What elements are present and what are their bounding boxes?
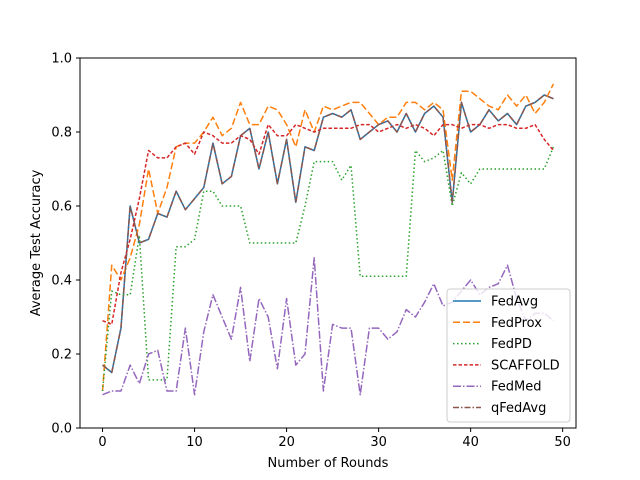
y-tick-label: 0.2 [51,348,72,363]
series-line-fedmed [102,257,554,396]
legend-label: FedAvg [491,295,538,310]
legend-label: qFedAvg [491,401,546,416]
x-tick-label: 0 [98,435,106,450]
legend-entry: FedMed [453,380,541,395]
y-tick-label: 1.0 [51,52,72,67]
series-line-fedpd [101,146,555,392]
x-tick-label: 20 [278,435,295,450]
legend-label: FedProx [491,316,542,331]
series-line-fedprox [101,83,555,392]
legend-entry: qFedAvg [453,401,546,416]
legend-label: FedPD [491,337,532,352]
legend-entry: FedProx [453,316,542,331]
y-axis-ticks: 0.0 0.2 0.4 0.6 0.8 1.0 [51,52,80,437]
legend-entry: FedPD [453,337,532,352]
legend-label: FedMed [491,380,541,395]
series-line-scaffold [102,123,555,326]
legend-label: SCAFFOLD [491,358,560,373]
x-tick-label: 10 [186,435,203,450]
x-axis-ticks: 0 10 20 30 40 50 [98,428,571,450]
axes-spines [79,57,577,429]
y-tick-label: 0.6 [51,200,72,215]
x-tick-label: 50 [554,435,571,450]
y-tick-label: 0.0 [51,422,72,437]
axes-frame [79,57,577,429]
x-tick-label: 40 [462,435,479,450]
series-lines [101,83,555,396]
y-tick-label: 0.4 [51,274,72,289]
series-line-qfedavg [102,94,554,374]
y-tick-label: 0.8 [51,126,72,141]
legend-entry: FedAvg [453,295,538,310]
legend: FedAvg FedProx FedPD SCAFFOLD FedMed qFedAvg [446,288,571,423]
legend-entry: SCAFFOLD [453,358,560,373]
x-tick-label: 30 [370,435,387,450]
x-axis-label: Number of Rounds [268,456,389,471]
y-axis-label: Average Test Accuracy [29,169,44,316]
